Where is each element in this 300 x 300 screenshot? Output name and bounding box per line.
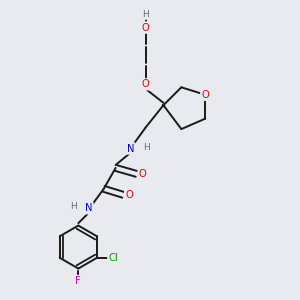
Text: H: H [70, 202, 77, 211]
Text: H: H [143, 142, 150, 152]
Text: O: O [142, 22, 149, 33]
Text: N: N [85, 203, 92, 213]
Text: O: O [139, 169, 146, 179]
Text: O: O [201, 90, 209, 100]
Text: Cl: Cl [109, 253, 118, 263]
Text: F: F [76, 276, 81, 286]
Text: O: O [125, 190, 133, 200]
Text: O: O [142, 79, 149, 89]
Text: N: N [127, 143, 134, 154]
Text: H: H [142, 10, 149, 19]
